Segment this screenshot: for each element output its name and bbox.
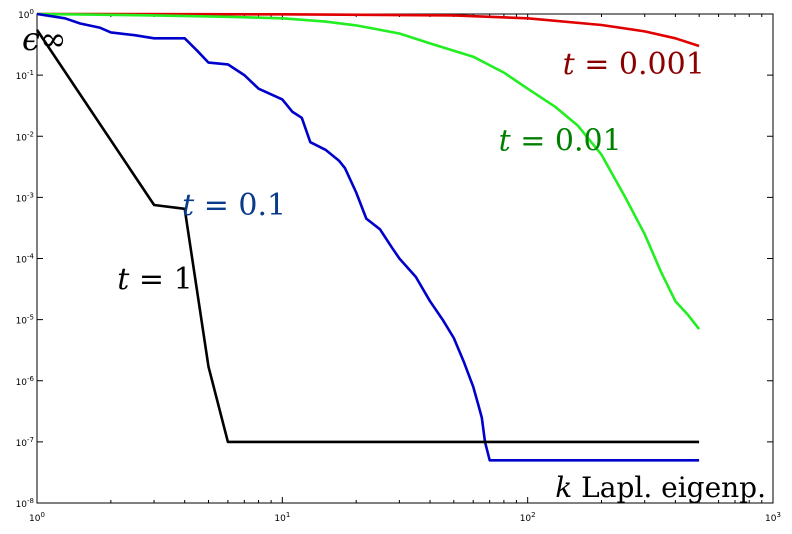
x-tick-label: 100 (29, 511, 45, 524)
series-label-1: t = 0.01 (499, 124, 622, 159)
y-tick-label: 10-2 (16, 130, 34, 143)
y-tick-label: 10-3 (16, 191, 34, 204)
y-axis-title: ϵ∞ (22, 20, 67, 58)
x-axis-title-var: k (555, 471, 572, 504)
y-tick-label: 10-7 (16, 436, 34, 449)
x-tick-label: 103 (765, 511, 781, 524)
y-tick-label: 10-4 (16, 253, 35, 266)
y-tick-label: 10-1 (16, 69, 34, 82)
plot-border (36, 13, 774, 504)
x-axis-title: k Lapl. eigenp. (555, 471, 766, 504)
y-tick-label: 10-8 (16, 497, 34, 510)
series-line-1 (36, 12, 701, 330)
x-axis-title-rest: Lapl. eigenp. (572, 471, 766, 504)
series-line-0 (36, 12, 700, 48)
series-label-0: t = 0.001 (563, 47, 705, 82)
series-label-2: t = 0.1 (182, 188, 286, 223)
series-lines (35, 12, 701, 462)
y-tick-label: 10-6 (16, 375, 35, 388)
x-tick-label: 101 (274, 511, 290, 524)
x-tick-label: 102 (520, 511, 536, 524)
series-label-3: t = 1 (117, 262, 192, 297)
plot-frame (36, 13, 774, 504)
series-labels: t = 0.001 t = 0.01 t = 0.1 t = 1 (117, 47, 704, 297)
y-tick-label: 10-5 (16, 314, 34, 327)
y-tick-label: 100 (18, 8, 34, 21)
series-line-3 (35, 29, 700, 444)
series-line-2 (36, 12, 700, 462)
